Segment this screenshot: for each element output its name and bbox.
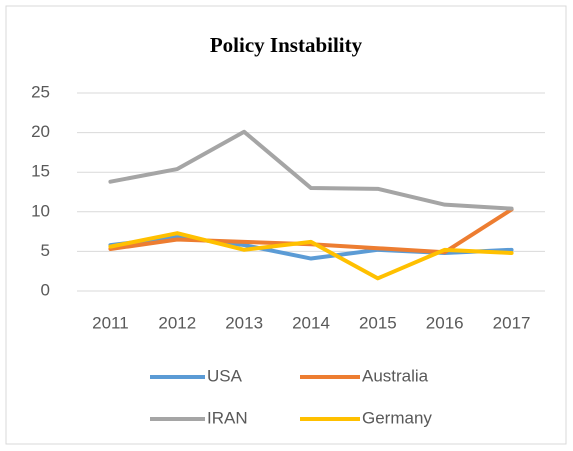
legend-label: IRAN — [207, 408, 248, 427]
x-tick-label: 2015 — [359, 313, 397, 332]
x-tick-label: 2013 — [225, 313, 263, 332]
x-tick-label: 2016 — [426, 313, 464, 332]
series-line — [108, 207, 514, 255]
series-line — [108, 129, 514, 211]
legend-label: USA — [207, 366, 243, 385]
y-tick-label: 0 — [41, 280, 50, 299]
chart-border — [5, 5, 567, 445]
y-tick-label: 25 — [31, 82, 50, 101]
y-tick-label: 15 — [31, 162, 50, 181]
x-tick-label: 2014 — [292, 313, 330, 332]
legend-label: Australia — [362, 366, 429, 385]
y-tick-label: 10 — [31, 201, 50, 220]
y-tick-label: 5 — [41, 241, 50, 260]
legend-label: Germany — [362, 408, 432, 427]
series-line — [108, 231, 514, 281]
x-tick-label: 2012 — [158, 313, 196, 332]
chart-title: Policy Instability — [210, 33, 363, 57]
y-tick-label: 20 — [31, 122, 50, 141]
x-tick-label: 2011 — [92, 313, 129, 332]
x-tick-label: 2017 — [493, 313, 531, 332]
